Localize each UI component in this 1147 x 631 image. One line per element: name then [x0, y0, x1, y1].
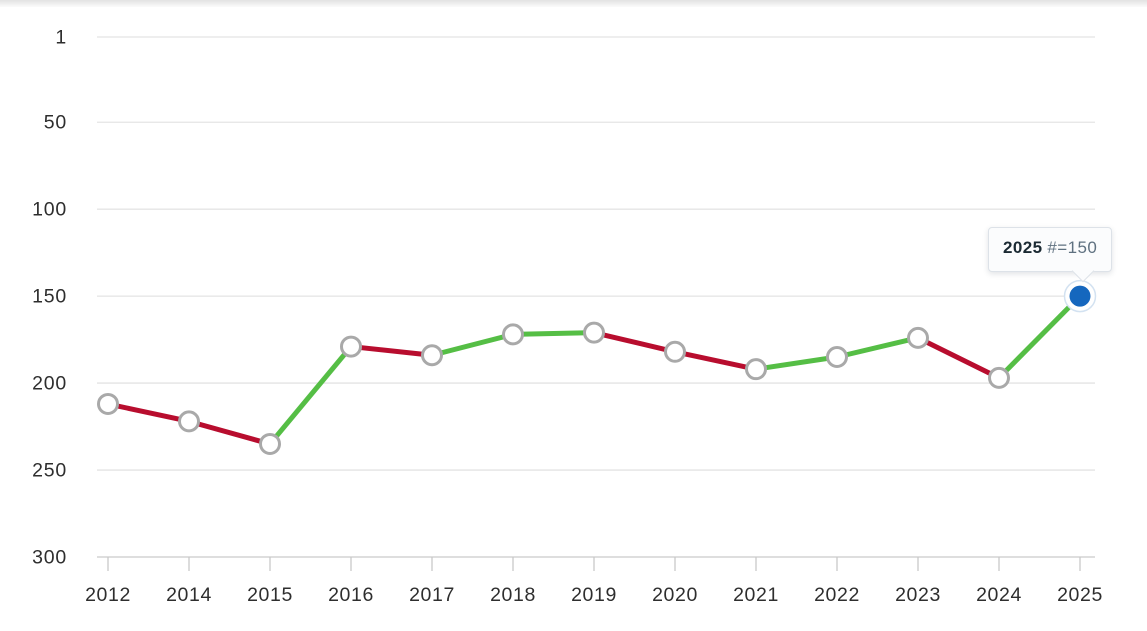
x-axis-label-2019: 2019: [571, 584, 617, 606]
data-point-2018[interactable]: [502, 323, 524, 346]
x-axis-label-2018: 2018: [490, 584, 536, 606]
trend-segment-2017-2018: [431, 331, 514, 358]
highlighted-data-point-2025[interactable]: [1069, 285, 1091, 307]
x-axis-label-2016: 2016: [328, 584, 374, 606]
data-point-2019[interactable]: [583, 321, 605, 344]
y-axis-label-100: 100: [32, 199, 67, 221]
trend-segment-2015-2016: [268, 344, 353, 446]
trend-segment-2023-2024: [916, 335, 1001, 381]
x-axis-label-2014: 2014: [166, 584, 212, 606]
chart-tooltip: 2025 #=150: [988, 227, 1113, 283]
y-axis-label-150: 150: [32, 286, 67, 308]
x-axis-label-2021: 2021: [733, 584, 779, 606]
y-axis-label-50: 50: [44, 112, 67, 134]
x-axis-label-2012: 2012: [85, 584, 131, 606]
trend-segment-2019-2020: [593, 330, 676, 355]
x-axis-label-2024: 2024: [976, 584, 1022, 606]
trend-segment-2012-2014: [107, 401, 190, 424]
x-axis-label-2017: 2017: [409, 584, 455, 606]
data-point-2015[interactable]: [259, 432, 281, 455]
x-axis-label-2023: 2023: [895, 584, 941, 606]
data-point-2016[interactable]: [340, 335, 362, 358]
x-axis-label-2015: 2015: [247, 584, 293, 606]
trend-segment-2020-2021: [674, 349, 757, 372]
data-point-2012[interactable]: [97, 392, 119, 415]
data-point-2021[interactable]: [745, 358, 767, 381]
data-point-2017[interactable]: [421, 344, 443, 367]
data-point-2014[interactable]: [178, 410, 200, 433]
data-point-2023[interactable]: [907, 326, 929, 349]
trend-segment-2016-2017: [350, 344, 433, 358]
y-axis-label-250: 250: [32, 460, 67, 482]
tooltip-year-label: 2025: [1003, 238, 1043, 257]
x-axis-label-2025: 2025: [1057, 584, 1103, 606]
x-axis-label-2022: 2022: [814, 584, 860, 606]
data-point-2022[interactable]: [826, 346, 848, 368]
trend-segment-2021-2022: [755, 354, 838, 372]
y-axis-label-1: 1: [55, 27, 67, 49]
trend-segment-2024-2025: [997, 294, 1082, 380]
trend-segment-2022-2023: [836, 335, 919, 360]
y-axis-label-200: 200: [32, 373, 67, 395]
data-point-2024[interactable]: [988, 366, 1010, 389]
trend-segment-2018-2019: [512, 330, 595, 337]
top-page-edge: [0, 0, 1147, 7]
trend-segment-2014-2015: [188, 418, 271, 447]
tooltip-rank-value: #=150: [1047, 238, 1098, 257]
y-axis-label-300: 300: [32, 547, 67, 569]
x-axis-label-2020: 2020: [652, 584, 698, 606]
data-point-2020[interactable]: [664, 340, 686, 363]
